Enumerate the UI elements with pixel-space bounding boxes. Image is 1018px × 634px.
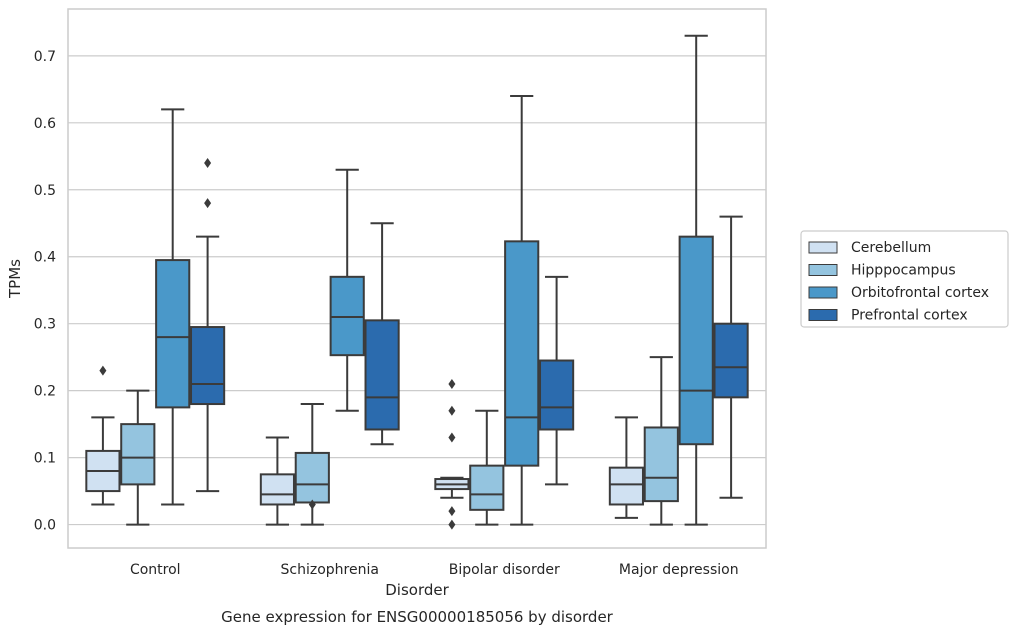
y-tick-label: 0.3 [34, 317, 56, 333]
y-tick-label: 0.0 [34, 518, 56, 534]
outlier-point [204, 158, 212, 168]
legend-label: Cerebellum [851, 240, 931, 256]
x-tick-label: Control [130, 562, 181, 578]
box-body [364, 319, 400, 431]
box-body [155, 259, 191, 409]
outlier-point [448, 405, 456, 416]
legend-swatch [808, 241, 838, 254]
box-0-1 [120, 389, 156, 526]
legend-frame [800, 230, 1009, 328]
y-tick-label: 0.2 [34, 384, 56, 400]
outlier-point [448, 506, 456, 517]
legend-swatch [808, 309, 838, 321]
box-body [713, 322, 749, 399]
box-1-3 [364, 222, 400, 446]
outlier-point [448, 378, 456, 389]
box-body [329, 275, 365, 357]
outlier-point [99, 365, 107, 376]
box-3-1 [643, 356, 679, 526]
y-tick-label: 0.7 [34, 49, 56, 65]
legend-label: Prefrontal cortex [851, 308, 968, 324]
x-tick-label: Bipolar disorder [449, 562, 560, 578]
box-2-2 [504, 95, 540, 526]
box-1-0 [259, 436, 295, 526]
y-tick-label: 0.1 [34, 451, 56, 467]
box-body [190, 326, 226, 406]
chart-caption: Gene expression for ENSG00000185056 by d… [221, 608, 614, 626]
x-tick-label: Schizophrenia [281, 562, 379, 578]
box-3-0 [608, 416, 644, 519]
y-axis-ticks: 0.0 0.1 0.2 0.3 0.4 0.5 0.6 0.7 [34, 49, 56, 534]
x-tick-label: Major depression [619, 562, 739, 578]
box-body [643, 426, 679, 503]
legend-label: Orbitofrontal cortex [851, 285, 989, 301]
box-3-2 [678, 34, 714, 526]
outlier-point [448, 432, 456, 443]
box-group [85, 34, 749, 530]
box-body [678, 235, 714, 446]
y-tick-label: 0.4 [34, 250, 56, 266]
y-tick-label: 0.5 [34, 183, 56, 199]
box-body [504, 240, 540, 467]
legend-swatch [808, 286, 838, 299]
box-0-2 [155, 108, 191, 506]
box-1-2 [329, 168, 365, 412]
box-body [539, 359, 575, 431]
box-2-1 [469, 409, 505, 526]
outlier-point [308, 499, 316, 510]
legend-swatch [808, 264, 838, 276]
box-3-3 [713, 215, 749, 499]
box-2-0 [434, 378, 470, 530]
box-2-3 [539, 275, 575, 486]
box-1-1 [294, 403, 330, 526]
box-body [469, 464, 505, 511]
outlier-point [204, 198, 212, 209]
legend: Cerebellum Hipppocampus Orbitofrontal cort… [800, 230, 1009, 328]
box-body [120, 423, 156, 486]
box-body [294, 451, 330, 504]
x-axis-ticks: Control Schizophrenia Bipolar disorder Majo… [130, 562, 739, 578]
plot-frame [67, 8, 767, 549]
y-axis-label: TPMs [6, 259, 24, 299]
box-0-0 [85, 365, 121, 506]
box-body [259, 473, 295, 506]
outlier-point [448, 519, 456, 530]
box-0-3 [190, 158, 226, 493]
x-axis-label: Disorder [385, 581, 449, 599]
y-tick-label: 0.6 [34, 116, 56, 132]
legend-label: Hipppocampus [851, 263, 956, 279]
box-body [608, 466, 644, 506]
